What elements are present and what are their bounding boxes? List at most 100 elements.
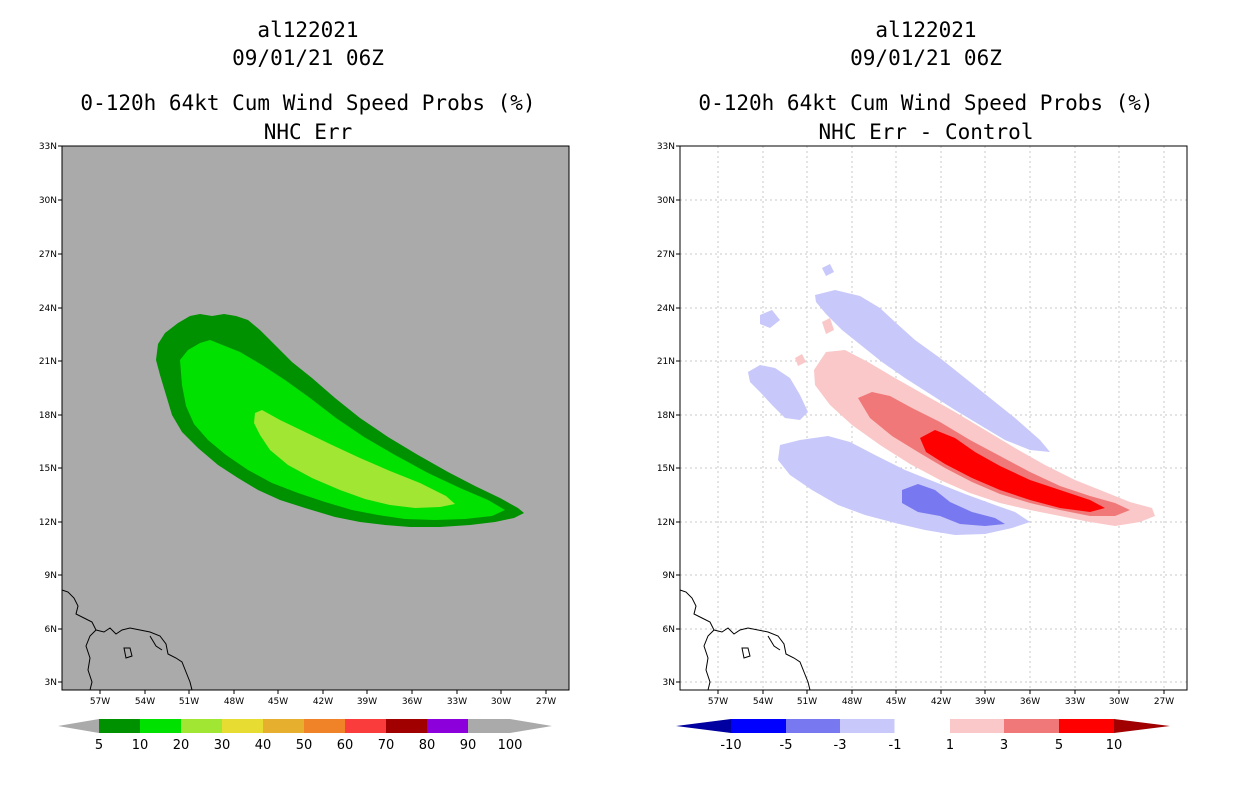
lat-label: 12N (39, 518, 57, 528)
lon-label: 57W (708, 697, 728, 707)
colorbar-label: 40 (255, 738, 272, 753)
colorbar-label: -5 (780, 738, 793, 753)
colorbar-label: 100 (498, 738, 523, 753)
lon-label: 27W (1154, 697, 1174, 707)
diff-contour-minus-1 (760, 310, 780, 328)
colorbar-swatch (99, 719, 140, 733)
colorbar-label: 10 (1106, 738, 1123, 753)
lat-label: 33N (657, 142, 675, 152)
colorbar-label: 50 (296, 738, 313, 753)
diff-contour-minus-1 (822, 264, 834, 276)
lat-label: 3N (45, 678, 57, 688)
colorbar-high-arrow (1114, 719, 1170, 733)
diff-contour-plus-5 (920, 430, 1105, 512)
diff-contour-plus-1 (822, 318, 834, 334)
lon-label: 39W (975, 697, 995, 707)
prob-contour-20 (254, 410, 455, 508)
right-lon-labels: 57W 54W 51W 48W 45W 42W 39W 36W 33W 30W … (708, 697, 1174, 707)
lat-label: 24N (657, 304, 675, 314)
lat-label: 30N (39, 196, 57, 206)
prob-contour-10 (180, 340, 505, 520)
colorbar-swatch (894, 718, 951, 734)
colorbar-swatch (786, 719, 840, 733)
lon-label: 30W (1109, 697, 1129, 707)
colorbar-low-arrow (58, 719, 99, 733)
colorbar-high-arrow (468, 719, 552, 733)
colorbar-swatch (263, 719, 304, 733)
lat-label: 12N (657, 518, 675, 528)
colorbar-label: 1 (946, 738, 954, 753)
right-datetime: 09/01/21 06Z (850, 46, 1002, 70)
lat-label: 18N (39, 411, 57, 421)
diff-contour-plus-1 (814, 350, 1155, 526)
right-map-frame (679, 145, 1188, 691)
right-map: 33N 30N 27N 24N 21N 18N 15N 12N 9N 6N 3N… (657, 142, 1188, 707)
right-colorbar: -10 -5 -3 -1 1 3 5 10 (676, 718, 1170, 753)
colorbar-label: 80 (419, 738, 436, 753)
right-storm-id: al122021 (875, 18, 977, 42)
lat-label: 27N (657, 250, 675, 260)
lat-label: 15N (39, 464, 57, 474)
colorbar-swatch (304, 719, 345, 733)
lat-label: 21N (657, 357, 675, 367)
lon-label: 48W (224, 697, 244, 707)
colorbar-swatch (731, 719, 786, 733)
lat-label: 24N (39, 304, 57, 314)
colorbar-label: 5 (1055, 738, 1063, 753)
lon-label: 30W (491, 697, 511, 707)
colorbar-swatch (950, 719, 1004, 733)
lon-label: 48W (842, 697, 862, 707)
left-lon-ticks (99, 690, 547, 694)
right-coastline (679, 589, 811, 691)
lon-label: 54W (135, 697, 155, 707)
lat-label: 3N (663, 678, 675, 688)
diff-contour-plus-1 (795, 354, 806, 366)
lat-label: 30N (657, 196, 675, 206)
lat-label: 9N (663, 571, 675, 581)
lon-label: 51W (179, 697, 199, 707)
colorbar-label: 30 (214, 738, 231, 753)
colorbar-label: 20 (173, 738, 190, 753)
lon-label: 54W (753, 697, 773, 707)
left-product-title: 0-120h 64kt Cum Wind Speed Probs (%) (80, 91, 536, 115)
left-coastline (61, 589, 193, 691)
left-map-frame (61, 145, 570, 691)
left-lon-labels: 57W 54W 51W 48W 45W 42W 39W 36W 33W 30W … (90, 697, 556, 707)
colorbar-swatch (1004, 719, 1059, 733)
colorbar-low-arrow (676, 719, 731, 733)
diff-contour-minus-1 (815, 290, 1050, 452)
lon-label: 42W (313, 697, 333, 707)
colorbar-label: -1 (889, 738, 902, 753)
right-lat-labels: 33N 30N 27N 24N 21N 18N 15N 12N 9N 6N 3N (657, 142, 675, 688)
left-lat-ticks (58, 145, 62, 683)
lon-label: 27W (536, 697, 556, 707)
lat-label: 33N (39, 142, 57, 152)
colorbar-swatch (140, 719, 181, 733)
right-subtitle: NHC Err - Control (818, 120, 1034, 144)
colorbar-swatch (222, 719, 263, 733)
left-map: 33N 30N 27N 24N 21N 18N 15N 12N 9N 6N 3N… (39, 142, 570, 707)
colorbar-label: -3 (834, 738, 847, 753)
lat-label: 21N (39, 357, 57, 367)
left-lat-labels: 33N 30N 27N 24N 21N 18N 15N 12N 9N 6N 3N (39, 142, 57, 688)
colorbar-swatch (386, 719, 427, 733)
left-subtitle: NHC Err (263, 120, 353, 144)
lon-label: 36W (1020, 697, 1040, 707)
colorbar-label: 10 (132, 738, 149, 753)
lon-label: 42W (931, 697, 951, 707)
lon-label: 36W (402, 697, 422, 707)
lat-label: 9N (45, 571, 57, 581)
colorbar-label: 5 (95, 738, 103, 753)
right-lon-ticks (717, 690, 1165, 694)
colorbar-label: 3 (1000, 738, 1008, 753)
diff-contour-plus-3 (858, 392, 1130, 516)
colorbar-label: 90 (460, 738, 477, 753)
left-storm-id: al122021 (257, 18, 359, 42)
lon-label: 33W (447, 697, 467, 707)
lat-label: 27N (39, 250, 57, 260)
colorbar-swatch (1059, 719, 1114, 733)
lat-label: 15N (657, 464, 675, 474)
left-colorbar: 5 10 20 30 40 50 60 70 80 90 100 (58, 719, 552, 753)
colorbar-swatch (427, 719, 468, 733)
